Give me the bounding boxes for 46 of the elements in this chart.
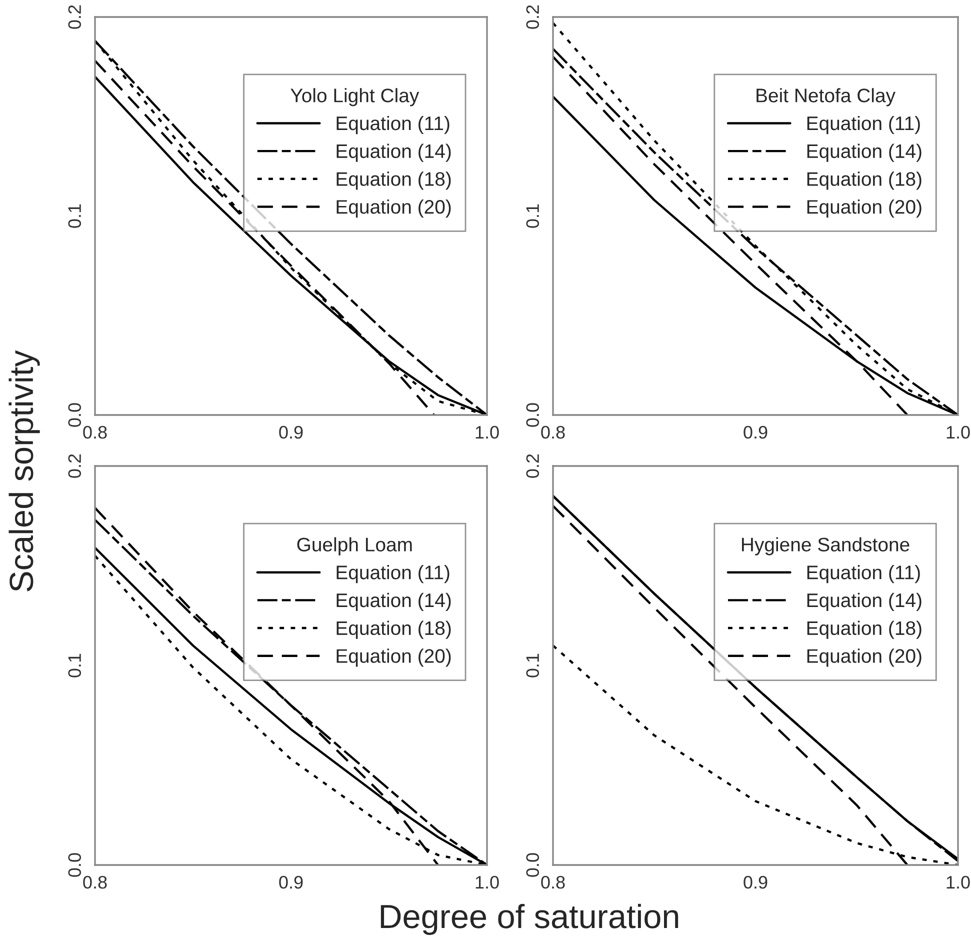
legend-label: Equation (18) — [336, 620, 451, 639]
y-tick-label: 0.0 — [68, 853, 82, 877]
legend-title: Beit Netofa Clay — [756, 88, 896, 106]
legend-label: Equation (20) — [807, 199, 922, 218]
legend-label: Equation (18) — [807, 172, 922, 190]
legend-label: Equation (20) — [807, 648, 922, 667]
legend-title: Guelph Loam — [297, 537, 412, 556]
legend-title: Hygiene Sandstone — [742, 537, 910, 556]
legend-label: Equation (11) — [807, 116, 920, 134]
y-axis-title: Scaled sorptivity — [8, 350, 40, 592]
y-tick-label: 0.0 — [526, 853, 540, 877]
legend-label: Equation (11) — [807, 565, 920, 584]
x-tick-label: 1.0 — [946, 876, 970, 889]
legend-label: Equation (18) — [336, 172, 451, 190]
x-tick-label: 0.9 — [279, 426, 303, 439]
legend-label: Equation (11) — [336, 116, 450, 134]
y-tick-label: 0.1 — [68, 204, 82, 228]
x-tick-label: 0.8 — [541, 426, 565, 439]
legend-label: Equation (14) — [807, 144, 922, 162]
x-tick-label: 0.9 — [744, 426, 768, 439]
x-tick-label: 0.8 — [83, 426, 107, 439]
y-tick-label: 0.1 — [526, 654, 540, 678]
x-tick-label: 0.9 — [279, 876, 303, 889]
y-tick-label: 0.1 — [526, 204, 540, 228]
y-tick-label: 0.2 — [526, 454, 540, 478]
x-tick-label: 1.0 — [946, 426, 970, 439]
legend-label: Equation (20) — [336, 199, 451, 218]
legend-label: Equation (18) — [807, 620, 922, 639]
legend-label: Equation (20) — [336, 648, 451, 667]
y-tick-label: 0.2 — [68, 5, 82, 29]
legend-label: Equation (14) — [807, 592, 922, 612]
legend-label: Equation (14) — [336, 592, 451, 612]
x-axis-title: Degree of saturation — [380, 904, 678, 935]
y-tick-label: 0.2 — [526, 5, 540, 29]
x-tick-label: 0.9 — [744, 876, 768, 889]
x-tick-label: 1.0 — [476, 876, 499, 889]
legend-label: Equation (11) — [336, 565, 450, 584]
y-tick-label: 0.0 — [68, 403, 82, 427]
y-tick-label: 0.2 — [68, 454, 82, 478]
x-tick-label: 0.8 — [541, 876, 565, 889]
y-tick-label: 0.1 — [68, 654, 82, 678]
x-tick-label: 0.8 — [83, 876, 107, 889]
y-tick-label: 0.0 — [526, 403, 540, 427]
legend-title: Yolo Light Clay — [290, 88, 420, 106]
x-tick-label: 1.0 — [476, 426, 499, 439]
legend-label: Equation (14) — [336, 144, 451, 162]
